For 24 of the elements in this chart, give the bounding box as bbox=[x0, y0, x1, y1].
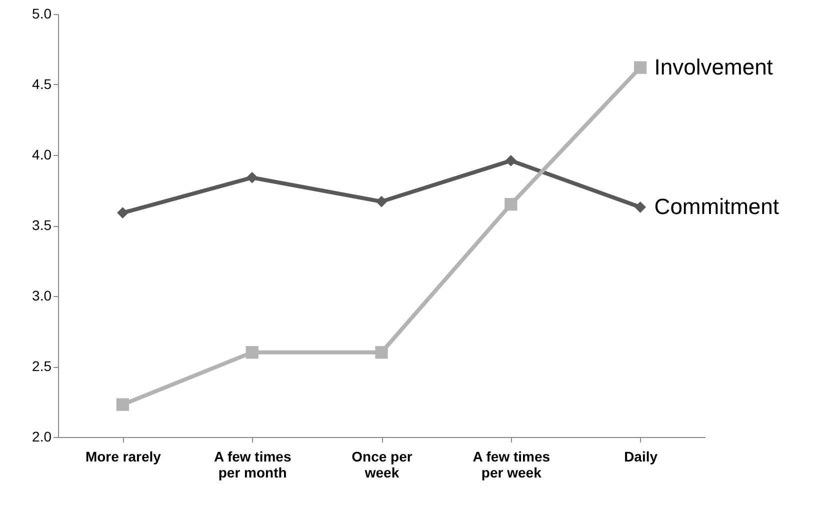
y-tick-label: 3.0 bbox=[32, 288, 52, 304]
x-tick-label: Daily bbox=[624, 448, 658, 464]
series-label: Commitment bbox=[654, 194, 779, 220]
point bbox=[634, 61, 647, 74]
point bbox=[246, 172, 258, 184]
point bbox=[376, 196, 388, 208]
x-tick-label: More rarely bbox=[85, 448, 162, 464]
y-tick-label: 2.0 bbox=[32, 428, 52, 444]
x-tick-label: Once per week bbox=[352, 448, 413, 480]
x-tick-label: A few times per week bbox=[472, 448, 550, 480]
point bbox=[116, 398, 130, 411]
y-tick-label: 4.5 bbox=[32, 76, 52, 92]
point bbox=[117, 207, 128, 219]
y-tick-label: 3.5 bbox=[32, 217, 52, 233]
y-tick-label: 2.5 bbox=[32, 358, 52, 374]
point bbox=[634, 201, 646, 213]
x-tick-label: A few times per month bbox=[214, 448, 292, 480]
point bbox=[505, 154, 517, 166]
y-tick-label: 5.0 bbox=[32, 6, 52, 22]
point bbox=[246, 346, 258, 359]
y-tick-label: 4.0 bbox=[32, 146, 52, 162]
series-label: Involvement bbox=[654, 54, 773, 80]
point bbox=[375, 346, 388, 359]
point bbox=[504, 198, 518, 211]
